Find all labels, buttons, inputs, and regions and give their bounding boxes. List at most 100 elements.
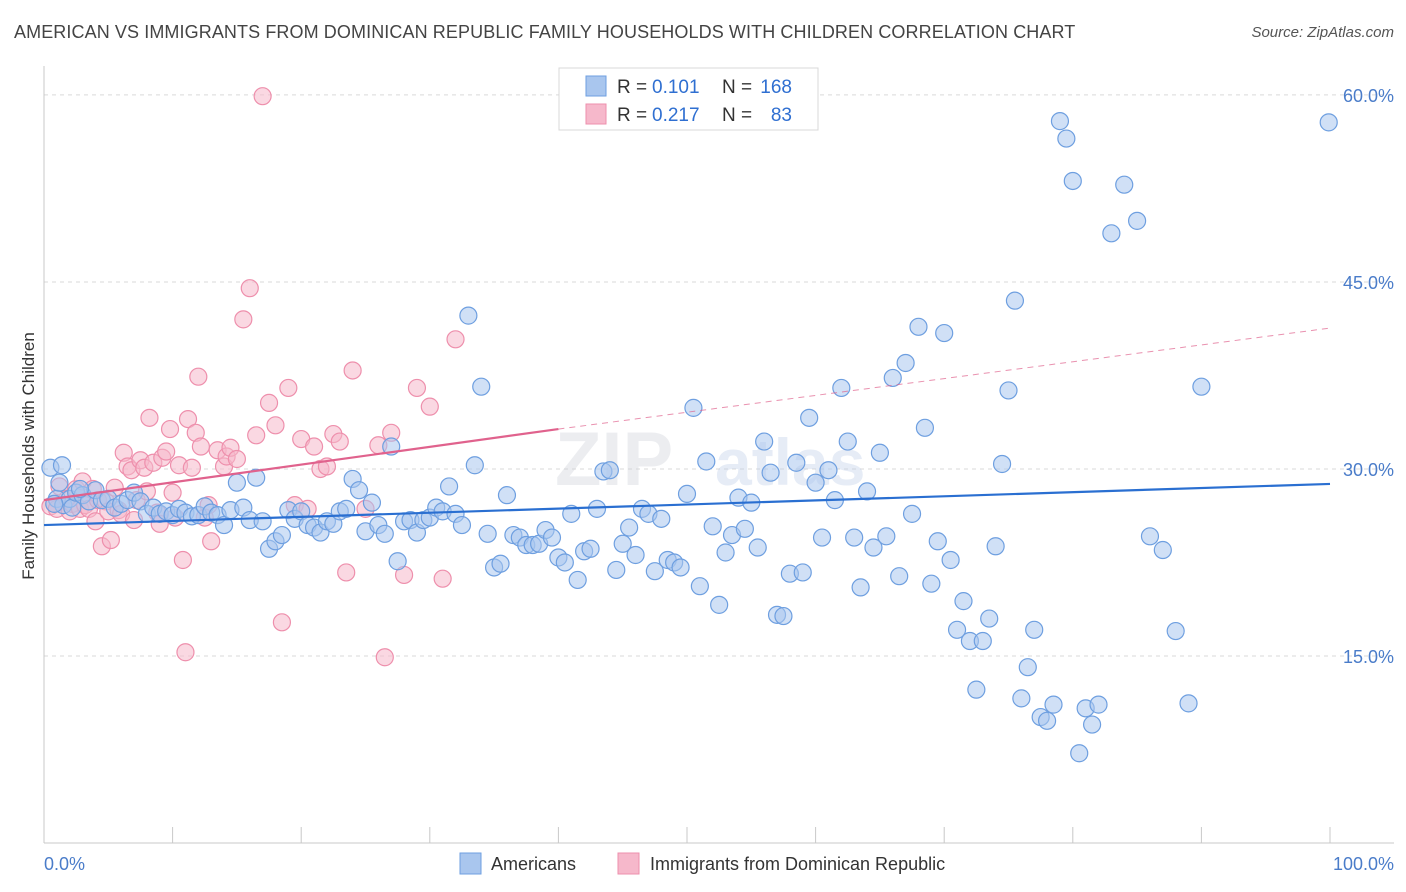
watermark-zip: ZIP	[555, 417, 673, 502]
dominican-point-37	[160, 419, 180, 439]
americans-point-113	[735, 519, 754, 538]
americans-point-96	[626, 545, 645, 565]
americans-point-143	[928, 532, 947, 551]
dominican-point-38	[163, 483, 182, 502]
americans-point-175	[1179, 694, 1198, 713]
stats-n-label-dominican: N =	[722, 105, 752, 126]
dominican-point-60	[259, 393, 279, 412]
dominican-point-63	[279, 378, 298, 398]
dominican-trend-line	[43, 427, 559, 502]
dominican-point-72	[337, 563, 356, 582]
americans-point-51	[337, 499, 356, 518]
dominican-point-79	[407, 378, 427, 398]
americans-point-38	[253, 512, 272, 531]
americans-point-147	[954, 592, 973, 611]
americans-point-169	[1102, 224, 1121, 243]
chart-title: AMERICAN VS IMMIGRANTS FROM DOMINICAN RE…	[14, 22, 1076, 42]
dominican-point-58	[247, 426, 266, 445]
americans-point-121	[787, 453, 806, 472]
dominican-point-57	[240, 279, 259, 298]
americans-point-170	[1115, 175, 1134, 194]
americans-point-145	[941, 550, 960, 570]
americans-point-154	[999, 381, 1018, 400]
americans-point-108	[703, 517, 722, 536]
dominican-point-67	[304, 437, 324, 456]
stats-n-dominican: 83	[771, 105, 792, 126]
americans-point-109	[710, 595, 729, 614]
y-tick-label-2: 45.0%	[1343, 273, 1394, 293]
americans-point-76	[497, 486, 517, 505]
americans-point-57	[375, 524, 394, 543]
americans-point-130	[845, 528, 864, 547]
americans-point-155	[1005, 291, 1025, 310]
americans-point-126	[819, 461, 838, 480]
americans-point-92	[600, 461, 619, 480]
americans-point-71	[465, 456, 484, 475]
americans-point-158	[1025, 620, 1044, 639]
americans-point-171	[1127, 211, 1147, 230]
dominican-points	[41, 87, 465, 667]
dominican-point-14	[86, 512, 105, 531]
americans-point-107	[697, 452, 716, 471]
americans-point-110	[716, 543, 735, 562]
dominican-point-46	[189, 367, 208, 386]
americans-point-174	[1166, 621, 1185, 641]
chart-source: Source: ZipAtlas.com	[1251, 24, 1394, 41]
dominican-point-80	[420, 397, 439, 416]
stats-r-americans: 0.101	[652, 77, 700, 98]
americans-point-70	[459, 306, 478, 325]
americans-point-142	[922, 574, 941, 593]
americans-point-177	[1319, 113, 1338, 132]
dominican-point-82	[446, 330, 465, 349]
y-tick-labels: 15.0% 30.0% 45.0% 60.0%	[1343, 86, 1394, 667]
americans-trend-line	[43, 482, 1331, 527]
legend-label-americans: Americans	[491, 854, 576, 874]
stats-box: R = 0.101 N = 168 R = 0.217 N = 83	[558, 67, 819, 131]
americans-point-129	[838, 432, 857, 451]
americans-point-151	[980, 609, 999, 628]
dominican-point-73	[343, 361, 362, 380]
americans-point-150	[973, 631, 992, 651]
dominican-point-36	[157, 442, 176, 461]
americans-point-173	[1153, 540, 1172, 560]
dominican-point-43	[178, 409, 198, 429]
americans-point-75	[491, 554, 510, 573]
americans-point-125	[812, 528, 832, 547]
americans-point-59	[388, 552, 407, 571]
legend-label-dominican: Immigrants from Dominican Republic	[650, 854, 945, 874]
dominican-point-31	[140, 408, 159, 427]
dominican-point-42	[176, 643, 195, 662]
americans-point-90	[587, 499, 607, 518]
stats-swatch-dominican	[585, 103, 607, 125]
americans-point-105	[684, 398, 703, 417]
americans-point-11	[52, 456, 72, 475]
dominican-point-71	[330, 432, 349, 451]
americans-point-123	[800, 408, 819, 427]
americans-point-55	[362, 493, 382, 512]
stats-swatch-americans	[585, 75, 607, 97]
americans-point-157	[1018, 658, 1037, 677]
americans-point-176	[1192, 377, 1211, 396]
stats-n-americans: 168	[760, 77, 792, 98]
dominican-point-59	[253, 87, 272, 106]
americans-point-156	[1012, 689, 1031, 708]
americans-point-89	[581, 539, 600, 558]
americans-point-141	[915, 418, 935, 437]
americans-point-85	[555, 553, 574, 572]
dominican-point-76	[375, 648, 394, 667]
americans-points	[41, 112, 1338, 763]
legend-swatch-americans	[459, 852, 482, 875]
americans-point-152	[986, 537, 1005, 556]
americans-point-165	[1070, 744, 1089, 763]
dominican-point-81	[433, 569, 452, 588]
americans-point-137	[890, 567, 909, 586]
americans-point-106	[690, 577, 709, 596]
americans-point-139	[902, 504, 922, 523]
americans-point-73	[478, 524, 497, 543]
dominican-point-55	[227, 449, 246, 469]
americans-point-86	[562, 504, 581, 523]
americans-point-103	[671, 558, 690, 577]
americans-point-87	[568, 570, 587, 590]
dominican-point-41	[173, 550, 192, 570]
stats-n-label-americans: N =	[722, 77, 752, 98]
